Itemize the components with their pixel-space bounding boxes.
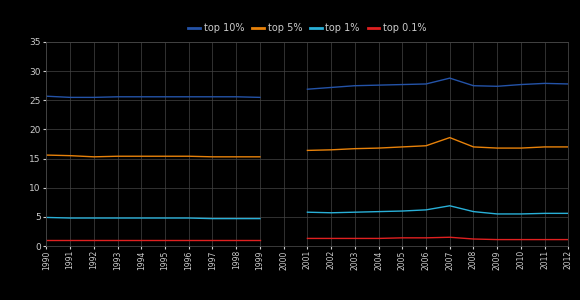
Legend: top 10%, top 5%, top 1%, top 0.1%: top 10%, top 5%, top 1%, top 0.1%: [188, 23, 427, 33]
